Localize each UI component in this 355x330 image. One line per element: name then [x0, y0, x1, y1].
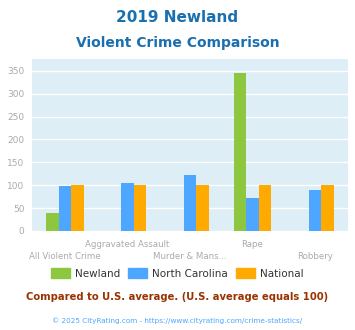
Legend: Newland, North Carolina, National: Newland, North Carolina, National	[47, 264, 308, 283]
Text: Robbery: Robbery	[297, 251, 333, 261]
Text: 2019 Newland: 2019 Newland	[116, 10, 239, 25]
Bar	[246, 198, 258, 231]
Text: Compared to U.S. average. (U.S. average equals 100): Compared to U.S. average. (U.S. average …	[26, 292, 329, 302]
Text: Violent Crime Comparison: Violent Crime Comparison	[76, 36, 279, 50]
Text: All Violent Crime: All Violent Crime	[29, 251, 101, 261]
Bar	[184, 175, 196, 231]
Bar	[234, 73, 246, 231]
Text: Aggravated Assault: Aggravated Assault	[85, 240, 170, 248]
Bar	[71, 185, 84, 231]
Text: Rape: Rape	[241, 240, 263, 248]
Bar	[196, 185, 209, 231]
Bar	[121, 183, 134, 231]
Bar	[321, 185, 334, 231]
Bar	[134, 185, 146, 231]
Text: © 2025 CityRating.com - https://www.cityrating.com/crime-statistics/: © 2025 CityRating.com - https://www.city…	[53, 317, 302, 324]
Bar	[308, 190, 321, 231]
Bar	[59, 186, 71, 231]
Text: Murder & Mans...: Murder & Mans...	[153, 251, 227, 261]
Bar	[258, 185, 271, 231]
Bar	[46, 213, 59, 231]
